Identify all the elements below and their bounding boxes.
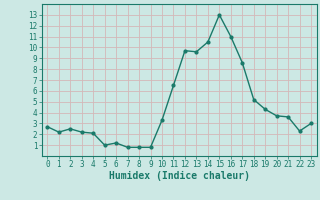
X-axis label: Humidex (Indice chaleur): Humidex (Indice chaleur)	[109, 171, 250, 181]
